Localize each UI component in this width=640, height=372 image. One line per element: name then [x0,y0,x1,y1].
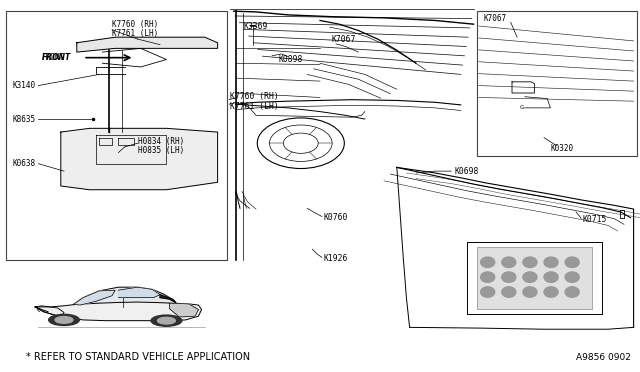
Text: K0760: K0760 [323,213,348,222]
Text: K7760 (RH): K7760 (RH) [230,92,279,101]
Polygon shape [77,37,218,52]
Text: K7760 (RH): K7760 (RH) [112,20,158,29]
Polygon shape [118,287,160,298]
Ellipse shape [55,317,73,323]
Ellipse shape [523,272,537,282]
Ellipse shape [565,272,579,282]
Text: K0698: K0698 [454,167,479,176]
Polygon shape [74,287,176,304]
Ellipse shape [49,314,79,326]
Ellipse shape [565,287,579,297]
Ellipse shape [151,315,182,326]
Text: FRONT: FRONT [42,53,71,62]
Ellipse shape [523,287,537,297]
Text: K3140: K3140 [13,81,36,90]
Ellipse shape [523,257,537,267]
Text: K3369: K3369 [243,22,268,31]
Text: H0834 (RH): H0834 (RH) [138,137,184,146]
Text: K7067: K7067 [332,35,356,44]
Ellipse shape [481,287,495,297]
Bar [467,242,602,314]
Ellipse shape [544,287,558,297]
Ellipse shape [157,317,175,324]
Text: K7067: K7067 [483,14,506,23]
Text: K0320: K0320 [550,144,573,153]
Text: K8635: K8635 [13,115,36,124]
Text: * REFER TO STANDARD VEHICLE APPLICATION: * REFER TO STANDARD VEHICLE APPLICATION [26,352,250,362]
Text: H0835 (LH): H0835 (LH) [138,146,184,155]
Bar [477,247,592,309]
Polygon shape [170,303,198,317]
Text: K7761 (LH): K7761 (LH) [112,29,158,38]
Bar [6,11,227,260]
Ellipse shape [565,257,579,267]
Bar [477,11,637,156]
Text: K7761 (LH): K7761 (LH) [230,102,279,110]
Ellipse shape [502,257,516,267]
Text: K1926: K1926 [323,254,348,263]
Polygon shape [35,302,202,321]
Ellipse shape [481,272,495,282]
Text: A9856 0902: A9856 0902 [575,353,630,362]
Text: K0898: K0898 [278,55,303,64]
Text: G: G [520,105,524,110]
Ellipse shape [544,257,558,267]
Ellipse shape [502,272,516,282]
Ellipse shape [481,257,495,267]
Ellipse shape [544,272,558,282]
Polygon shape [74,290,115,305]
Polygon shape [160,295,176,303]
Text: K0715: K0715 [582,215,607,224]
Ellipse shape [502,287,516,297]
Text: K0638: K0638 [13,159,36,168]
Polygon shape [61,128,218,190]
Text: FRONT: FRONT [42,53,65,62]
